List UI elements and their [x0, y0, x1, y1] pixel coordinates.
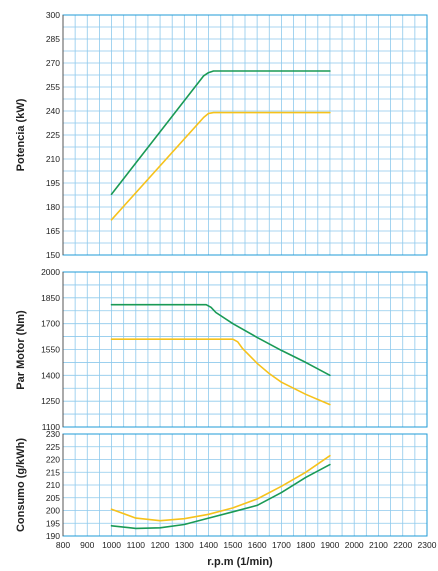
y-tick-label: 200	[46, 506, 60, 516]
series-line-green	[110, 463, 331, 530]
y-axis-title: Par Motor (Nm)	[15, 310, 27, 390]
x-tick-label: 1000	[102, 540, 121, 550]
x-tick-label: 1900	[320, 540, 339, 550]
y-tick-label: 210	[46, 480, 60, 490]
y-tick-label: 1550	[41, 345, 60, 355]
y-tick-label: 1400	[41, 370, 60, 380]
horizontal-gridlines	[63, 446, 427, 524]
x-axis-title: r.p.m (1/min)	[207, 556, 273, 568]
chart-panel-2: 1100 1250 1400 1550 1700 1850 2000 Par Motor (N…	[15, 267, 428, 432]
series-line-yellow	[110, 454, 331, 522]
y-axis-title: Potencia (kW)	[15, 98, 27, 171]
y-tick-label: 215	[46, 467, 60, 477]
series-line-green	[110, 70, 331, 195]
x-tick-label: 2300	[418, 540, 437, 550]
chart-panel-3: 190 195 200 205 210 215 220 225 230 Consumo (g/kW…	[15, 429, 437, 568]
x-tick-label: 1300	[175, 540, 194, 550]
horizontal-gridlines	[63, 284, 427, 415]
x-tick-label: 2100	[369, 540, 388, 550]
y-tick-label: 1850	[41, 293, 60, 303]
y-tick-label: 255	[46, 82, 60, 92]
y-tick-label: 230	[46, 429, 60, 439]
y-axis-title: Consumo (g/kWh)	[15, 438, 27, 532]
x-tick-label: 2200	[393, 540, 412, 550]
y-tick-label: 180	[46, 202, 60, 212]
x-tick-label: 1500	[223, 540, 242, 550]
y-tick-label: 285	[46, 34, 60, 44]
chart-panel-1: 150 165 180 195 210 225 240 255 270 285 300 Potenci…	[15, 10, 428, 260]
x-tick-label: 1400	[199, 540, 218, 550]
y-tick-label: 195	[46, 518, 60, 528]
y-tick-label: 150	[46, 250, 60, 260]
x-tick-label: 1200	[151, 540, 170, 550]
y-tick-label: 205	[46, 493, 60, 503]
y-tick-label: 225	[46, 130, 60, 140]
y-tick-label: 1100	[42, 422, 61, 432]
y-tick-label: 240	[46, 106, 60, 116]
horizontal-gridlines	[63, 26, 427, 244]
y-tick-label: 210	[46, 154, 60, 164]
series-line-yellow	[110, 338, 331, 406]
x-tick-label: 1700	[272, 540, 291, 550]
series-line-yellow	[110, 111, 331, 221]
y-tick-label: 270	[46, 58, 60, 68]
y-tick-label: 1700	[41, 319, 60, 329]
x-tick-label: 1800	[296, 540, 315, 550]
x-tick-label: 800	[56, 540, 70, 550]
y-tick-label: 225	[46, 442, 60, 452]
y-tick-label: 195	[46, 178, 60, 188]
y-tick-label: 220	[46, 455, 60, 465]
y-tick-label: 300	[46, 10, 60, 20]
x-tick-label: 1100	[127, 540, 146, 550]
y-tick-label: 2000	[41, 267, 60, 277]
series-line-green	[110, 303, 331, 377]
x-tick-label: 900	[80, 540, 94, 550]
y-tick-label: 165	[46, 226, 60, 236]
y-tick-label: 1250	[41, 396, 60, 406]
x-tick-label: 1600	[248, 540, 267, 550]
x-tick-label: 2000	[345, 540, 364, 550]
y-tick-label: 190	[46, 531, 60, 541]
